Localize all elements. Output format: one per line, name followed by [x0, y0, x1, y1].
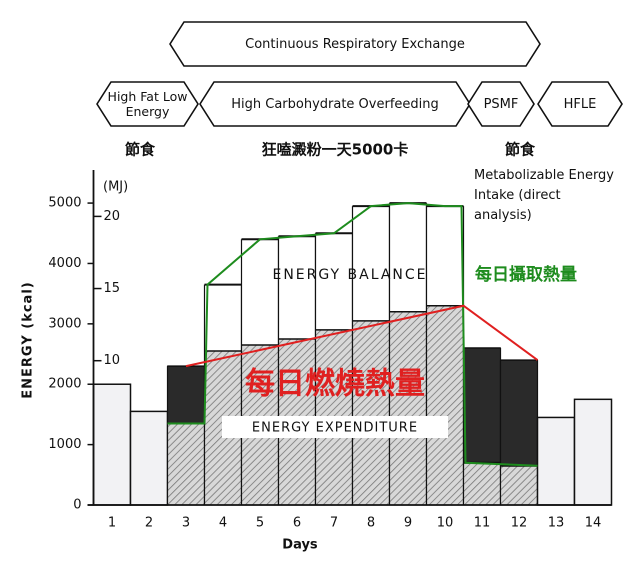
x-tick-label: 6: [293, 516, 301, 531]
intake-annotation: 每日攝取熱量: [475, 264, 577, 285]
energy-deficit: [463, 347, 501, 464]
x-tick-label: 11: [474, 516, 491, 531]
energy-balance: [389, 203, 427, 312]
energy-balance: [352, 206, 390, 321]
expenditure-label: ENERGY EXPENDITURE: [252, 421, 418, 436]
y2-axis-label: (MJ): [103, 180, 128, 195]
phase-hexagon: [537, 81, 623, 127]
energy-balance: [315, 233, 353, 330]
energy-balance: [241, 239, 279, 345]
expenditure-base: [167, 423, 205, 505]
x-tick-label: 13: [548, 516, 565, 531]
x-tick-label: 12: [511, 516, 528, 531]
x-tick-label: 7: [330, 516, 338, 531]
y-tick-label: 1000: [48, 437, 81, 452]
intake-annotation-line: [167, 202, 538, 467]
energy-balance: [426, 206, 464, 306]
expenditure-base: [463, 462, 501, 505]
y-tick-label: 5000: [48, 196, 81, 211]
x-tick-label: 4: [219, 516, 227, 531]
x-tick-label: 9: [404, 516, 412, 531]
expenditure-base: [426, 305, 464, 505]
y2-tick-label: 15: [104, 281, 121, 296]
x-tick-label: 1: [108, 516, 116, 531]
x-axis-label: Days: [282, 538, 318, 553]
y-tick-label: 4000: [48, 256, 81, 271]
phase-label: High Fat Low Energy: [107, 89, 188, 119]
energy-deficit: [167, 365, 205, 424]
phase-hexagon: [96, 81, 199, 127]
phase-label: High Carbohydrate Overfeeding: [231, 96, 439, 112]
y-tick-label: 2000: [48, 377, 81, 392]
phase-hexagon: [467, 81, 535, 127]
y2-tick-label: 20: [104, 209, 121, 224]
phase-hexagon: [169, 21, 541, 67]
phase-label: Continuous Respiratory Exchange: [245, 36, 465, 52]
x-tick-label: 5: [256, 516, 264, 531]
y-axis-label: ENERGY (kcal): [21, 281, 36, 398]
label-box: [222, 416, 448, 438]
expenditure-bar: [129, 410, 169, 506]
expenditure-base: [352, 320, 390, 505]
energy-balance: [204, 284, 242, 352]
x-tick-label: 2: [145, 516, 153, 531]
expenditure-bar: [536, 416, 576, 506]
y-tick-label: 0: [73, 498, 81, 513]
expenditure-annotation-line: [185, 304, 539, 368]
y2-tick-label: 10: [104, 353, 121, 368]
x-tick-label: 3: [182, 516, 190, 531]
phase-label: HFLE: [563, 96, 597, 112]
expenditure-annotation: 每日燃燒熱量: [245, 367, 425, 402]
phase-label: PSMF: [483, 96, 519, 112]
expenditure-bar: [92, 383, 132, 506]
x-tick-label: 10: [437, 516, 454, 531]
expenditure-base: [389, 311, 427, 505]
balance-label: ENERGY BALANCE: [272, 267, 427, 283]
x-tick-label: 14: [585, 516, 602, 531]
note: 節食: [125, 141, 156, 159]
energy-balance: [278, 236, 316, 339]
x-tick-label: 8: [367, 516, 375, 531]
note: 節食: [505, 141, 536, 159]
y-tick-label: 3000: [48, 316, 81, 331]
expenditure-bar: [573, 398, 613, 506]
intake-series-label: Metabolizable Energy Intake (direct anal…: [474, 168, 615, 223]
expenditure-base: [500, 465, 538, 505]
note: 狂嗑澱粉一天5000卡: [262, 141, 409, 159]
energy-deficit: [500, 359, 538, 467]
